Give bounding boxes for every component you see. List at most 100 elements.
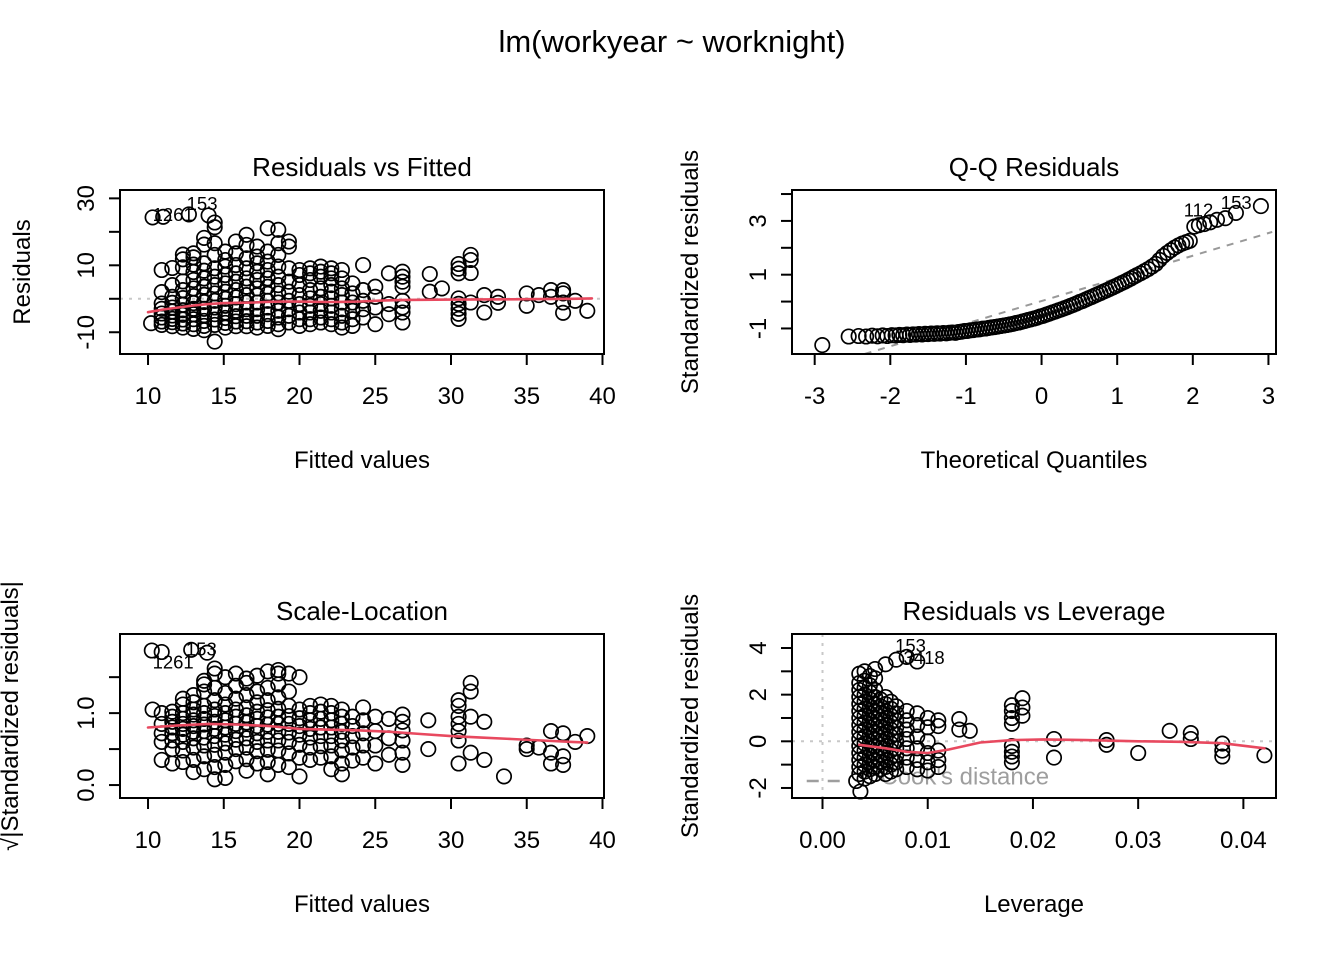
data-point — [238, 260, 255, 277]
data-point — [206, 292, 223, 309]
panel-qq-residuals: 112 153 -3 -2 -1 0 1 2 3 -1 1 3 Q-Q Residuals Theoret… — [672, 96, 1344, 528]
data-point — [1161, 722, 1178, 739]
data-point — [344, 708, 361, 725]
data-point — [302, 271, 319, 289]
data-point — [270, 715, 287, 732]
x-tick-label: 2 — [1186, 383, 1199, 410]
data-point — [394, 706, 411, 723]
data-point — [542, 744, 560, 761]
data-point — [164, 259, 181, 277]
panel-title: Residuals vs Leverage — [902, 596, 1165, 626]
data-point — [270, 221, 287, 238]
data-point — [888, 761, 905, 778]
data-point — [206, 759, 223, 776]
data-point — [1130, 744, 1147, 762]
x-axis-title: Theoretical Quantiles — [921, 447, 1148, 474]
data-point — [185, 751, 202, 768]
qq-residuals-plot: 112 153 -3 -2 -1 0 1 2 3 -1 1 3 Q-Q Residuals Theoret… — [677, 150, 1277, 474]
panel-scale-location: 153 1261 10 15 20 25 30 35 40 0.0 1.0 Scale-Locatio… — [0, 540, 672, 972]
data-point — [183, 641, 200, 658]
data-point — [394, 756, 411, 773]
x-axis-title: Fitted values — [294, 447, 430, 474]
data-point — [270, 235, 287, 252]
y-tick-label: -10 — [73, 315, 100, 350]
x-tick-label: 0.04 — [1220, 827, 1267, 854]
data-point — [174, 311, 191, 328]
data-point — [196, 705, 213, 722]
data-point — [344, 728, 361, 745]
data-point — [270, 756, 287, 773]
data-point — [206, 214, 223, 231]
data-point — [421, 265, 438, 283]
data-point — [394, 268, 411, 285]
data-point — [185, 739, 202, 756]
data-point — [380, 265, 397, 282]
data-point — [1014, 707, 1031, 724]
data-point — [259, 692, 276, 709]
data-point — [180, 206, 197, 223]
panel-residuals-vs-fitted: 153 1261 10 15 20 25 30 35 40 -10 10 30 Residuals vs… — [0, 96, 672, 528]
data-point — [919, 733, 936, 750]
y-tick-label: 4 — [745, 641, 772, 654]
data-point — [249, 307, 266, 324]
data-point — [259, 766, 276, 783]
data-point — [867, 660, 884, 678]
data-point — [450, 755, 467, 772]
data-point — [1202, 214, 1219, 231]
data-point — [450, 697, 467, 714]
x-tick-label: 25 — [362, 827, 389, 854]
data-point — [355, 725, 372, 742]
data-point — [489, 288, 507, 305]
data-point — [333, 766, 350, 783]
data-point — [462, 744, 479, 761]
data-point — [333, 261, 350, 279]
data-point — [227, 731, 244, 748]
data-point — [919, 762, 936, 779]
data-point — [1217, 210, 1234, 227]
data-point — [155, 208, 172, 225]
smooth-line — [146, 297, 594, 314]
data-point — [323, 270, 340, 287]
data-point — [259, 723, 276, 740]
data-point — [367, 278, 384, 295]
data-point — [238, 670, 255, 687]
data-point — [206, 306, 223, 323]
data-point — [1003, 754, 1020, 771]
data-point — [495, 768, 513, 785]
scatter-points — [143, 641, 596, 788]
data-point — [270, 309, 287, 326]
scatter-points — [814, 198, 1269, 354]
x-axis-title: Fitted values — [294, 891, 430, 918]
plot-box — [791, 189, 1277, 355]
data-point — [259, 663, 276, 680]
data-point — [259, 679, 276, 696]
x-tick-label: 20 — [286, 383, 313, 410]
data-point — [144, 209, 161, 226]
data-point — [898, 730, 915, 748]
data-point — [302, 260, 319, 277]
x-axis: 0.00 0.01 0.02 0.03 0.04 — [799, 798, 1267, 854]
data-point — [227, 741, 244, 758]
data-point — [462, 708, 479, 725]
data-point — [909, 653, 926, 670]
data-point — [270, 258, 287, 275]
data-point — [555, 756, 572, 773]
y-tick-label: 2 — [745, 688, 772, 701]
data-point — [217, 744, 234, 761]
data-point — [153, 705, 170, 722]
data-point — [930, 718, 947, 735]
data-point — [206, 746, 223, 763]
data-point — [877, 656, 894, 673]
y-axis: -2 0 2 4 — [745, 641, 792, 799]
data-point — [153, 261, 170, 279]
panel-title: Residuals vs Fitted — [252, 152, 472, 182]
data-point — [174, 319, 191, 336]
data-point — [270, 316, 287, 333]
data-point — [930, 751, 947, 769]
data-point — [227, 753, 244, 770]
data-point — [1003, 748, 1020, 765]
data-point — [196, 710, 213, 727]
point-label: 1261 — [153, 204, 194, 225]
y-axis-title: √|Standardized residuals| — [0, 581, 24, 851]
